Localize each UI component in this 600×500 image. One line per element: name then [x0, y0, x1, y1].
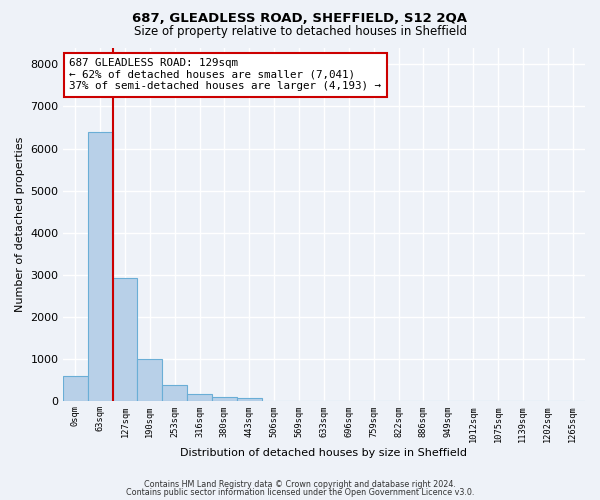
Bar — [137, 360, 163, 401]
Text: Contains HM Land Registry data © Crown copyright and database right 2024.: Contains HM Land Registry data © Crown c… — [144, 480, 456, 489]
Text: Size of property relative to detached houses in Sheffield: Size of property relative to detached ho… — [133, 25, 467, 38]
Y-axis label: Number of detached properties: Number of detached properties — [15, 136, 25, 312]
X-axis label: Distribution of detached houses by size in Sheffield: Distribution of detached houses by size … — [181, 448, 467, 458]
Bar — [237, 398, 262, 401]
Bar — [187, 394, 212, 401]
Bar — [163, 386, 187, 401]
Bar — [63, 376, 88, 401]
Text: Contains public sector information licensed under the Open Government Licence v3: Contains public sector information licen… — [126, 488, 474, 497]
Text: 687 GLEADLESS ROAD: 129sqm
← 62% of detached houses are smaller (7,041)
37% of s: 687 GLEADLESS ROAD: 129sqm ← 62% of deta… — [69, 58, 381, 92]
Text: 687, GLEADLESS ROAD, SHEFFIELD, S12 2QA: 687, GLEADLESS ROAD, SHEFFIELD, S12 2QA — [133, 12, 467, 26]
Bar — [113, 278, 137, 401]
Bar — [212, 397, 237, 401]
Bar — [88, 132, 113, 401]
